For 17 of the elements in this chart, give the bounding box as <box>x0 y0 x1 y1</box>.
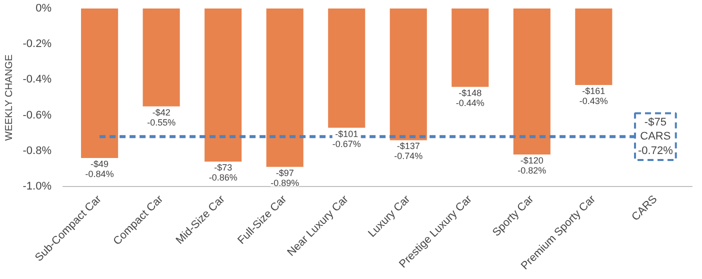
data-label: -$120 -0.82% <box>518 155 546 176</box>
data-label: -$49 -0.84% <box>85 159 114 180</box>
data-label: -$137 -0.74% <box>394 141 423 162</box>
data-label: -$73 -0.86% <box>208 162 238 183</box>
data-label: -$148 -0.44% <box>456 88 484 108</box>
data-label: -$161 -0.43% <box>579 86 608 106</box>
data-label: -$101 -0.67% <box>332 128 361 149</box>
y-tick-label: 0% <box>36 2 52 14</box>
y-axis-title: WEEKLY CHANGE <box>4 54 15 141</box>
data-label: -$97 -0.89% <box>270 168 300 188</box>
y-tick-label: -0.8% <box>22 144 52 157</box>
y-tick-label: -0.2% <box>22 38 52 50</box>
y-tick-label: -0.6% <box>22 109 52 122</box>
y-tick-label: -1.0% <box>22 180 52 192</box>
ref-line-label: -$75 CARS -0.72% <box>638 116 674 158</box>
data-label: -$42 -0.55% <box>147 107 176 128</box>
y-tick-label: -0.4% <box>22 74 52 86</box>
